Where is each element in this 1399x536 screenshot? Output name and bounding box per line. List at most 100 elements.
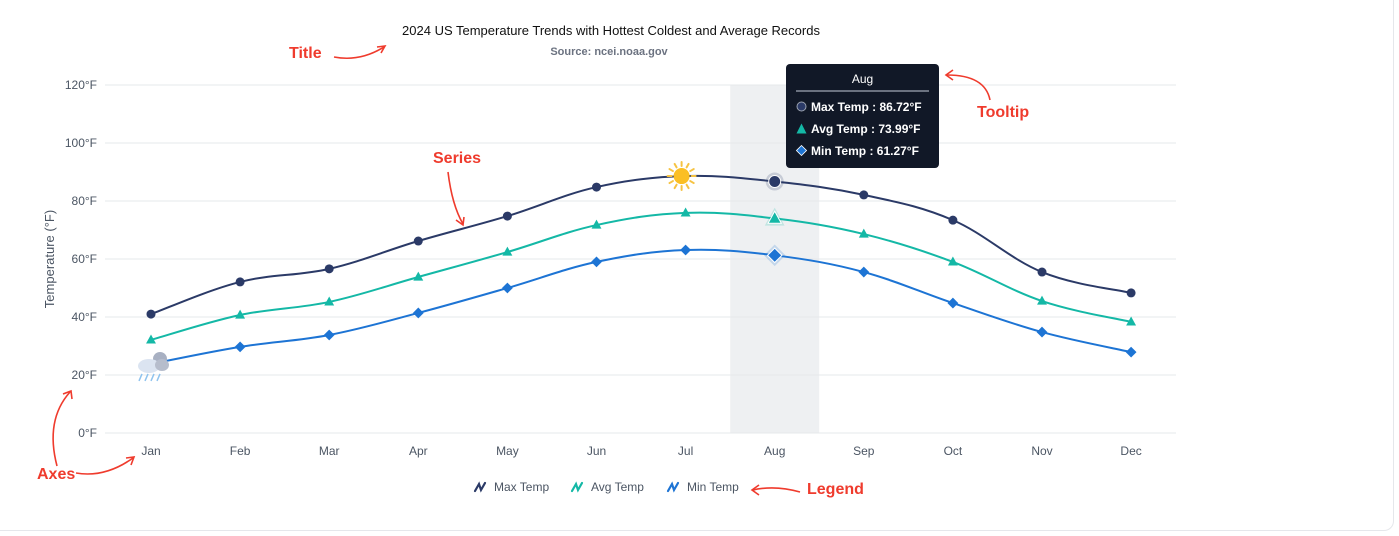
- y-tick-label: 40°F: [72, 310, 97, 324]
- avg-temp-point: [146, 334, 156, 344]
- annotation-arrowhead: [750, 484, 760, 496]
- y-tick-label: 0°F: [78, 426, 97, 440]
- sun-icon: [673, 168, 690, 185]
- annotation-arrowhead: [62, 389, 73, 400]
- min-temp-point: [1036, 326, 1048, 338]
- triangle-marker-icon: [795, 123, 807, 134]
- annotation-arrow: [447, 171, 464, 225]
- legend-item[interactable]: Max Temp: [494, 480, 549, 494]
- legend-item[interactable]: Avg Temp: [591, 480, 644, 494]
- x-tick-label: Jul: [678, 444, 693, 458]
- x-tick-label: Dec: [1120, 444, 1141, 458]
- annotation-arrowhead: [455, 216, 465, 227]
- legend-avg-temp-icon: [570, 481, 584, 493]
- min-temp-point: [680, 244, 691, 256]
- min-temp-line: [150, 248, 1132, 365]
- cloud-part: [155, 358, 169, 371]
- rain-drop: [150, 373, 155, 382]
- annotation-arrowhead: [944, 69, 954, 81]
- sun-ray: [668, 168, 674, 173]
- tooltip-row-avg: Avg Temp : 73.99°F: [795, 121, 939, 136]
- tooltip: Aug Max Temp : 86.72°F Avg Temp : 73.99°…: [786, 64, 939, 168]
- x-tick-label: Aug: [764, 444, 785, 458]
- max-temp-point: [859, 190, 869, 200]
- avg-temp-point: [1126, 316, 1137, 326]
- min-temp-point: [858, 266, 870, 278]
- x-tick-label: Mar: [319, 444, 340, 458]
- chart-subtitle: Source: ncei.noaa.gov: [550, 46, 668, 58]
- y-tick-label: 100°F: [65, 136, 97, 150]
- annotation-arrow: [333, 46, 385, 60]
- sun-ray: [685, 183, 690, 190]
- rain-drop: [144, 373, 149, 382]
- tooltip-max: Max Temp : 86.72°F: [811, 99, 922, 114]
- avg-temp-point: [680, 207, 691, 217]
- min-temp-point: [947, 297, 959, 309]
- max-temp-point: [768, 175, 782, 189]
- y-tick-label: 80°F: [72, 194, 97, 208]
- max-temp-point: [592, 182, 601, 192]
- min-temp-point: [1125, 346, 1137, 358]
- annotation-arrow: [52, 391, 71, 467]
- tooltip-row-min: Min Temp : 61.27°F: [795, 143, 939, 158]
- annotation-legend: Legend: [807, 481, 864, 498]
- x-tick-label: Oct: [944, 444, 963, 458]
- avg-temp-point: [947, 256, 958, 266]
- max-temp-point: [324, 264, 334, 274]
- legend-max-temp-icon: [473, 481, 487, 493]
- max-temp-point: [413, 236, 423, 246]
- annotation-series: Series: [433, 150, 482, 167]
- annotation-title: Title: [289, 45, 322, 62]
- annotation-arrow: [946, 74, 991, 101]
- avg-temp-point: [858, 228, 869, 238]
- cloud-part: [138, 358, 160, 373]
- diamond-marker-icon: [795, 145, 807, 156]
- y-tick-label: 120°F: [65, 78, 97, 92]
- tooltip-row-max: Max Temp : 86.72°F: [795, 99, 939, 114]
- annotation-arrow: [75, 457, 134, 475]
- avg-temp-point: [591, 219, 602, 229]
- legend-min-temp-icon: [666, 481, 680, 493]
- max-temp-line: [150, 174, 1132, 316]
- x-tick-label: May: [496, 444, 519, 458]
- annotation-arrowhead: [125, 456, 136, 466]
- tooltip-min: Min Temp : 61.27°F: [811, 143, 919, 158]
- x-tick-label: Sep: [853, 444, 875, 458]
- max-temp-point: [948, 215, 958, 225]
- x-tick-label: Jan: [141, 444, 160, 458]
- legend-item[interactable]: Min Temp: [687, 480, 739, 494]
- y-tick-label: 60°F: [72, 252, 97, 266]
- min-temp-point: [234, 341, 246, 353]
- rain-drop: [138, 373, 143, 382]
- sun-ray: [689, 168, 695, 173]
- min-temp-point: [591, 256, 602, 268]
- avg-temp-point: [235, 309, 246, 319]
- x-tick-label: Nov: [1031, 444, 1052, 458]
- max-temp-point: [146, 309, 156, 319]
- chart-title: 2024 US Temperature Trends with Hottest …: [402, 23, 820, 38]
- annotation-axes: Axes: [37, 466, 76, 483]
- rain-drop: [156, 373, 161, 382]
- circle-marker-icon: [795, 101, 807, 112]
- avg-temp-point: [767, 210, 783, 224]
- sun-ray: [673, 162, 678, 169]
- min-temp-point: [502, 282, 513, 294]
- x-tick-label: Jun: [587, 444, 606, 458]
- tooltip-title: Aug: [796, 64, 929, 92]
- min-temp-point: [323, 329, 335, 341]
- tooltip-avg: Avg Temp : 73.99°F: [811, 121, 921, 136]
- avg-temp-point: [1037, 295, 1047, 305]
- sun-ray: [673, 183, 678, 190]
- sun-ray: [668, 180, 674, 185]
- avg-temp-point: [502, 246, 513, 256]
- avg-temp-line: [150, 211, 1132, 341]
- max-temp-point: [235, 277, 245, 287]
- annotation-arrowhead: [376, 45, 387, 54]
- annotation-arrow: [752, 487, 801, 493]
- min-temp-point: [766, 247, 783, 264]
- avg-temp-point: [413, 271, 424, 281]
- max-temp-point: [1126, 288, 1136, 298]
- y-tick-label: 20°F: [72, 368, 97, 382]
